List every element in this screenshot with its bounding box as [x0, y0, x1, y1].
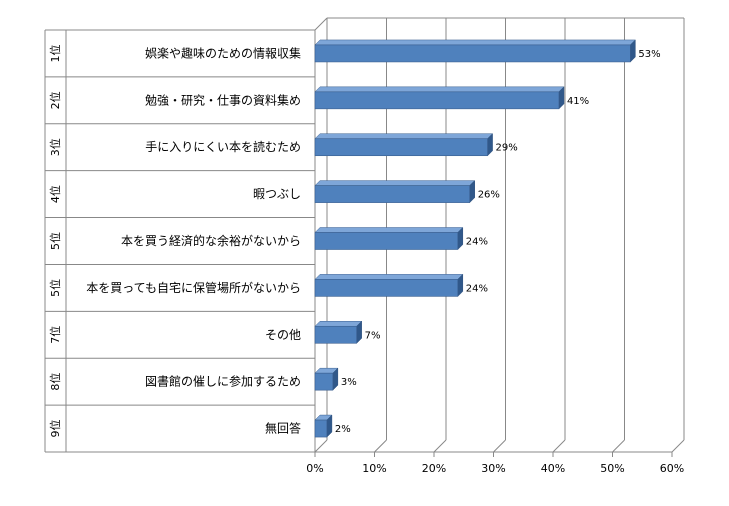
rank-label: 2位	[48, 91, 62, 109]
bar-front-face	[314, 232, 459, 250]
category-label: 図書館の催しに参加するため	[145, 374, 301, 389]
category-label: 本を買っても自宅に保管場所がないから	[86, 280, 301, 295]
bottom-left-depth-edge	[314, 439, 328, 453]
category-label: 本を買う経済的な余裕がないから	[121, 233, 301, 248]
category-label: 手に入りにくい本を読むため	[145, 139, 301, 154]
bar-front-face	[314, 419, 328, 438]
category-label: その他	[265, 328, 301, 342]
bar-front-face	[314, 372, 334, 391]
data-label: 7%	[365, 330, 381, 341]
bar-top-face	[314, 180, 476, 186]
gridline-floor	[612, 439, 625, 453]
bar-top-face	[314, 274, 464, 280]
bar	[314, 367, 339, 391]
x-tick-label: 60%	[660, 462, 684, 475]
bar-top-face	[314, 321, 363, 327]
x-tick-label: 30%	[481, 462, 505, 475]
rank-label: 8位	[48, 373, 62, 391]
data-label: 41%	[567, 96, 589, 107]
category-label: 無回答	[265, 421, 301, 436]
data-label: 26%	[478, 190, 500, 201]
gridline-floor	[433, 439, 447, 453]
data-label: 3%	[341, 377, 357, 388]
x-tick-label: 20%	[422, 462, 446, 475]
bar-top-face	[314, 133, 494, 139]
bar-front-face	[314, 325, 357, 344]
category-label: 勉強・研究・仕事の資料集め	[145, 92, 301, 107]
bar-front-face	[314, 91, 560, 110]
category-label: 暇つぶし	[253, 187, 301, 201]
rank-label: 3位	[48, 138, 62, 156]
bar	[314, 39, 636, 63]
x-axis-ticks: 0% 10% 20% 30% 40% 50% 60%	[306, 452, 684, 475]
rank-label: 5位	[48, 279, 62, 297]
bar-top-face	[314, 86, 565, 93]
bar	[314, 320, 363, 344]
x-tick-label: 10%	[362, 462, 386, 475]
rank-label: 5位	[48, 232, 62, 250]
bar-front-face	[314, 44, 631, 63]
data-label: 53%	[638, 49, 660, 60]
category-label: 娯楽や趣味のための情報収集	[145, 45, 301, 60]
bar-front-face	[314, 279, 459, 297]
x-tick-label: 0%	[306, 462, 323, 475]
bar-top-face	[314, 39, 636, 46]
bar	[314, 226, 464, 251]
rank-label: 9位	[48, 420, 62, 438]
chart-bars: 53% 41% 29% 26% 24% 24% 7% 3% 2%	[314, 39, 661, 438]
x-tick-label: 40%	[541, 462, 565, 475]
bar-front-face	[314, 138, 488, 157]
rank-label: 7位	[48, 326, 62, 344]
data-label: 24%	[466, 283, 488, 294]
bar	[314, 86, 565, 110]
bar	[314, 180, 476, 204]
rank-label: 4位	[48, 185, 62, 203]
gridline-floor	[374, 439, 387, 453]
gridline-floor	[552, 439, 566, 453]
bar	[314, 414, 333, 438]
bar	[314, 133, 494, 157]
rank-label: 1位	[48, 44, 62, 62]
x-tick-label: 50%	[600, 462, 624, 475]
data-label: 29%	[496, 143, 518, 154]
bar-front-face	[314, 185, 470, 203]
gridline-floor	[671, 439, 685, 453]
gridline-floor	[493, 439, 506, 453]
category-rows: 1位 娯楽や趣味のための情報収集 2位 勉強・研究・仕事の資料集め 3位 手に入りにくい本…	[45, 44, 315, 438]
bar	[314, 273, 464, 297]
data-label: 24%	[466, 237, 488, 248]
bar-top-face	[314, 227, 464, 233]
top-left-depth-edge	[314, 17, 328, 31]
data-label: 2%	[335, 424, 351, 435]
